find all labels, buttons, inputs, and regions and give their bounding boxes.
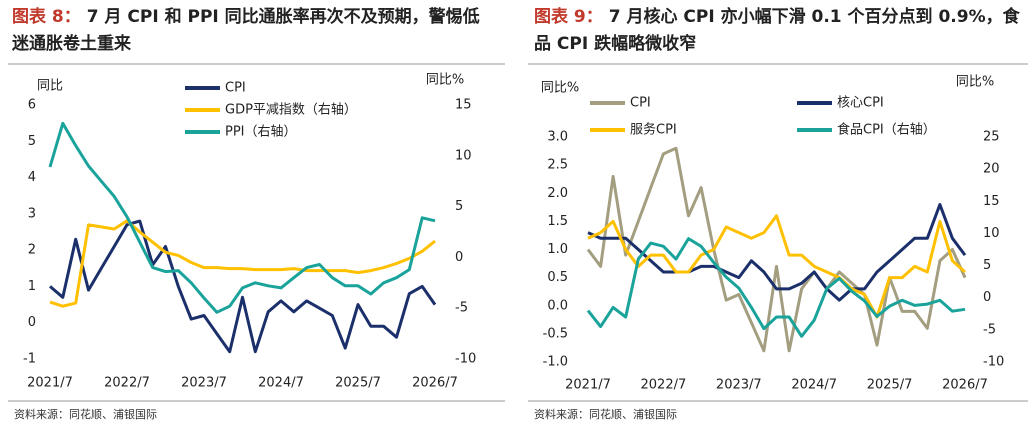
- x-tick-label: 2024/7: [791, 378, 837, 393]
- x-tick-label: 2025/7: [867, 378, 913, 393]
- y2-tick-label: 15: [455, 98, 472, 113]
- legend-label: GDP平减指数（右轴）: [225, 103, 357, 118]
- legend-label: 服务CPI: [630, 122, 677, 138]
- y2-tick-label: -5: [983, 322, 996, 337]
- y-tick-label: 4: [28, 170, 36, 185]
- legend-label: 食品CPI（右轴）: [837, 122, 936, 138]
- y2-axis-label: 同比%: [426, 73, 464, 88]
- x-tick-label: 2022/7: [641, 378, 687, 393]
- x-tick-label: 2025/7: [335, 376, 381, 391]
- y-tick-label: 3.0: [547, 130, 568, 145]
- y-tick-label: -1: [23, 352, 36, 367]
- x-tick-label: 2021/7: [565, 378, 611, 393]
- y-tick-label: 5: [28, 134, 36, 149]
- x-tick-label: 2026/7: [412, 376, 458, 391]
- chart-title: 7 月 CPI 和 PPI 同比通胀率再次不及预期，警惕低迷通胀卷土重来: [12, 7, 480, 54]
- x-tick-label: 2023/7: [181, 376, 227, 391]
- series-line: [586, 237, 966, 338]
- y2-tick-label: 5: [983, 258, 991, 273]
- chart-title-block: 图表 8： 7 月 CPI 和 PPI 同比通胀率再次不及预期，警惕低迷通胀卷土重…: [12, 4, 492, 58]
- y-tick-label: 1.0: [547, 242, 568, 257]
- source-note: 资料来源：同花顺、浦银国际: [534, 408, 677, 421]
- y2-tick-label: 0: [455, 250, 463, 265]
- y-axis-label: 同比: [37, 79, 63, 94]
- x-tick-label: 2022/7: [104, 376, 150, 391]
- legend-label: 核心CPI: [837, 96, 884, 111]
- y2-tick-label: 25: [983, 130, 1000, 145]
- figure-label: 图表 9：: [534, 7, 603, 27]
- source-note: 资料来源：同花顺、浦银国际: [14, 408, 157, 421]
- y-tick-label: 3: [28, 206, 36, 221]
- figure-label: 图表 8：: [12, 7, 81, 27]
- y2-tick-label: -10: [455, 352, 476, 367]
- series-line: [48, 121, 436, 314]
- series-line: [49, 219, 436, 308]
- y2-tick-label: 20: [983, 162, 1000, 177]
- y-tick-label: -1.0: [543, 355, 568, 370]
- x-tick-label: 2023/7: [716, 378, 762, 393]
- series-line: [587, 203, 967, 302]
- y-tick-label: 2: [28, 243, 36, 258]
- y-tick-label: 2.5: [547, 158, 568, 173]
- y2-tick-label: -5: [455, 301, 468, 316]
- legend-label: CPI: [630, 96, 651, 111]
- y2-tick-label: 5: [455, 199, 463, 214]
- chart-title: 7 月核心 CPI 亦小幅下滑 0.1 个百分点到 0.9%，食品 CPI 跌幅…: [534, 7, 1020, 54]
- y-tick-label: 0.5: [547, 270, 568, 285]
- y2-tick-label: 10: [983, 226, 1000, 241]
- series-line: [49, 219, 437, 354]
- y-tick-label: 0.0: [547, 298, 568, 313]
- y-tick-label: 2.0: [547, 186, 568, 201]
- y-tick-label: 1: [28, 279, 36, 294]
- y-tick-label: 1.5: [547, 214, 568, 229]
- x-tick-label: 2024/7: [258, 376, 304, 391]
- y-tick-label: 6: [28, 98, 36, 113]
- y2-tick-label: -10: [983, 355, 1004, 370]
- x-tick-label: 2026/7: [942, 378, 988, 393]
- y2-tick-label: 10: [455, 148, 472, 163]
- y-tick-label: 0: [28, 315, 36, 330]
- y-tick-label: -0.5: [543, 326, 568, 341]
- chart-title-block: 图表 9： 7 月核心 CPI 亦小幅下滑 0.1 个百分点到 0.9%，食品 C…: [534, 4, 1024, 58]
- y2-tick-label: 0: [983, 290, 991, 305]
- x-tick-label: 2021/7: [27, 376, 73, 391]
- legend-label: PPI（右轴）: [225, 125, 297, 140]
- series-line: [587, 214, 966, 319]
- series-line: [586, 146, 967, 353]
- y2-axis-label: 同比%: [956, 75, 994, 90]
- y2-tick-label: 15: [983, 194, 1000, 209]
- y-axis-label: 同比%: [541, 81, 579, 96]
- legend-label: CPI: [225, 81, 246, 96]
